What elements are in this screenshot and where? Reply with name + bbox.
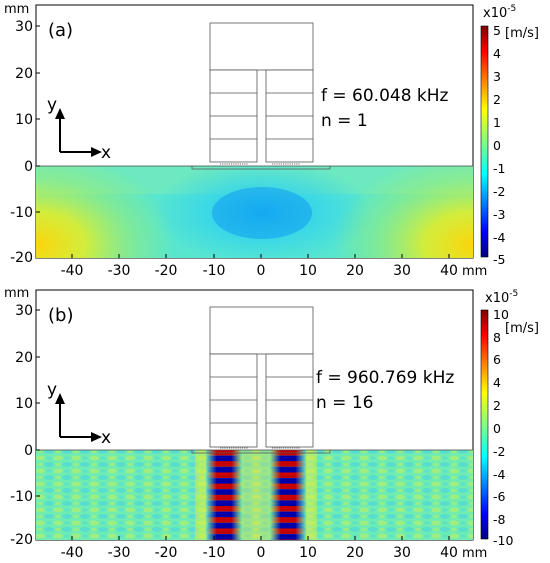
panel-b-y-axis: 30 20 10 0 -10 -20 mm [4, 286, 40, 548]
y-tick-label: 0 [24, 159, 33, 175]
colorbar-unit: [m/s] [505, 26, 539, 41]
x-tick-label: -30 [108, 263, 131, 279]
x-tick-label: -20 [155, 263, 178, 279]
y-tick-label: 10 [15, 112, 33, 128]
colorbar-tick: 0 [493, 138, 501, 153]
y-tick-label: -10 [10, 489, 33, 505]
x-tick-label: 30 [393, 263, 411, 279]
axis-y-label: y [47, 380, 57, 400]
panel-a-colorbar: x10-5 [m/s] 5 4 3 2 1 0 -1 -2 -3 -4 -5 [480, 4, 539, 267]
colorbar-tick: -2 [493, 444, 505, 459]
x-tick-label: 30 [393, 545, 411, 561]
colorbar-tick: 10 [493, 307, 509, 322]
colorbar-tick: 4 [493, 46, 501, 61]
colorbar-tick: 6 [493, 352, 501, 367]
panel-a-label: (a) [48, 20, 73, 41]
panel-b-x-axis: -40 -30 -20 -10 0 10 20 30 40 mm [61, 536, 487, 561]
colorbar-tick: 1 [493, 115, 501, 130]
x-tick-label: -40 [61, 263, 84, 279]
panel-a-x-axis: -40 -30 -20 -10 0 10 20 30 40 mm [61, 254, 487, 279]
panel-a: 30 20 10 0 -10 -20 mm -40 -30 -20 -10 0 … [4, 2, 539, 279]
mode-number-label: n = 16 [316, 393, 373, 413]
x-tick-label: 40 [440, 545, 458, 561]
colorbar-tick: -4 [493, 230, 506, 245]
colorbar-tick: 0 [493, 421, 501, 436]
frequency-label: f = 60.048 kHz [321, 86, 449, 106]
panel-b-transducer [191, 306, 331, 454]
x-tick-label: 10 [299, 263, 317, 279]
colorbar-tick: -6 [493, 489, 506, 504]
y-tick-label: 10 [15, 396, 33, 412]
y-tick-label: 20 [15, 350, 33, 366]
x-tick-label: -10 [203, 545, 226, 561]
colorbar-scale: x10 [483, 6, 507, 21]
x-tick-label: 0 [257, 263, 266, 279]
colorbar-tick: 2 [493, 92, 501, 107]
colorbar-tick: 2 [493, 398, 501, 413]
y-tick-label: -10 [10, 205, 33, 221]
colorbar-exponent: -5 [507, 4, 516, 14]
axes-indicator: y x [47, 95, 111, 163]
panel-b-label: (b) [48, 305, 73, 326]
x-tick-label: -10 [203, 263, 226, 279]
colorbar-tick: 4 [493, 375, 501, 390]
axis-y-label: y [47, 95, 57, 115]
panel-a-field [36, 166, 473, 258]
y-tick-label: 20 [15, 66, 33, 82]
x-tick-label: 10 [299, 545, 317, 561]
panel-a-y-axis: 30 20 10 0 -10 -20 mm [4, 2, 40, 266]
y-tick-label: 30 [15, 19, 33, 35]
panel-b-field [36, 450, 473, 540]
colorbar-scale: x10 [485, 291, 509, 306]
colorbar-tick: -1 [493, 161, 505, 176]
x-tick-label: -30 [108, 545, 131, 561]
x-tick-label: -20 [155, 545, 178, 561]
colorbar-tick: -3 [493, 207, 505, 222]
y-tick-label: 0 [24, 443, 33, 459]
axis-x-label: x [101, 143, 111, 163]
panel-b: 30 20 10 0 -10 -20 mm -40 -30 -20 -10 0 … [4, 286, 539, 561]
colorbar-exponent: -5 [509, 289, 518, 299]
x-unit-label: mm [462, 264, 487, 279]
x-tick-label: 20 [346, 545, 364, 561]
y-unit-label: mm [4, 2, 29, 17]
svg-text:x10-5: x10-5 [485, 289, 518, 306]
mode-number-label: n = 1 [321, 111, 368, 131]
y-tick-label: -20 [10, 250, 33, 266]
colorbar-tick: -8 [493, 512, 506, 527]
x-tick-label: 0 [257, 545, 266, 561]
colorbar-unit: [m/s] [505, 321, 539, 336]
x-tick-label: 20 [346, 263, 364, 279]
frequency-label: f = 960.769 kHz [316, 368, 454, 388]
colorbar-tick: -5 [493, 252, 505, 267]
y-tick-label: 30 [15, 303, 33, 319]
axes-indicator: y x [47, 380, 111, 448]
y-tick-label: -20 [10, 532, 33, 548]
colorbar-tick: 3 [493, 69, 501, 84]
colorbar-tick: 8 [493, 330, 501, 345]
colorbar-tick: -4 [493, 467, 506, 482]
colorbar-tick: 5 [493, 23, 501, 38]
svg-text:x10-5: x10-5 [483, 4, 516, 21]
x-tick-label: 40 [440, 263, 458, 279]
x-tick-label: -40 [61, 545, 84, 561]
colorbar-tick: -10 [493, 533, 513, 548]
panel-b-colorbar: x10-5 [m/s] 10 8 6 4 2 0 -2 -4 -6 -8 -10 [480, 289, 539, 548]
x-unit-label: mm [462, 546, 487, 561]
colorbar-tick: -2 [493, 184, 505, 199]
panel-a-transducer [191, 22, 331, 170]
axis-x-label: x [101, 428, 111, 448]
y-unit-label: mm [4, 286, 29, 301]
